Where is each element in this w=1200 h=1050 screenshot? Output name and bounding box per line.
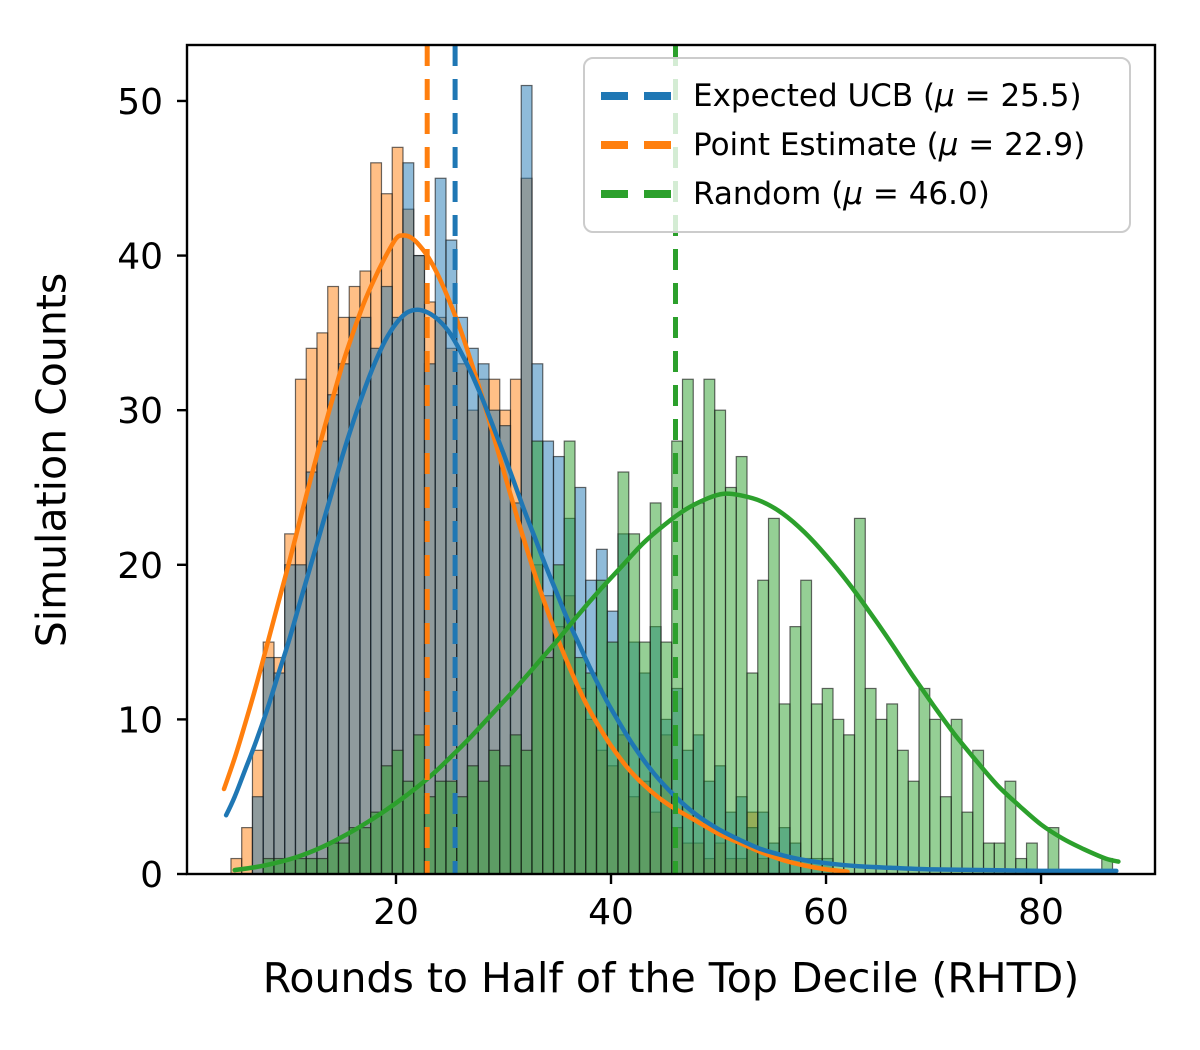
bar-random <box>391 749 404 875</box>
bar-random <box>918 687 931 875</box>
bar-random <box>810 703 823 875</box>
legend-label-expected_ucb: Expected UCB (μ = 25.5) <box>693 77 1082 114</box>
bar-random <box>649 502 662 875</box>
x-tick-label: 60 <box>803 892 849 933</box>
x-tick-label: 40 <box>588 892 634 933</box>
legend-dash-sample-random <box>601 190 677 199</box>
y-axis-title: Simulation Counts <box>27 272 76 648</box>
bar-random <box>735 455 748 875</box>
bar-random <box>316 857 329 875</box>
bar-random <box>488 749 501 875</box>
bar-random <box>853 517 866 875</box>
legend-dash-sample-expected_ucb <box>601 91 677 100</box>
bar-random <box>413 734 426 875</box>
bar-random <box>327 842 340 875</box>
bar-expected_ucb <box>251 796 264 875</box>
legend-item-point_estimate: Point Estimate (μ = 22.9) <box>601 127 1107 163</box>
bar-random <box>466 765 479 875</box>
y-tick-label: 50 <box>117 82 163 123</box>
bar-random <box>628 533 641 875</box>
bar-expected_ucb <box>327 394 340 875</box>
bar-random <box>864 687 877 875</box>
bar-random <box>509 734 522 875</box>
bar-random <box>456 796 469 875</box>
legend-item-expected_ucb: Expected UCB (μ = 25.5) <box>601 78 1107 114</box>
bar-random <box>907 780 920 875</box>
x-axis-title: Rounds to Half of the Top Decile (RHTD) <box>262 954 1080 1002</box>
y-tick-label: 10 <box>117 700 163 741</box>
bar-random <box>294 857 307 875</box>
bar-random <box>617 471 630 875</box>
bar-random <box>499 765 512 875</box>
x-tick-label: 20 <box>373 892 419 933</box>
bar-expected_ucb <box>284 564 297 875</box>
bar-random <box>681 378 694 875</box>
bar-random <box>520 749 533 875</box>
legend: Expected UCB (μ = 25.5) Point Estimate (μ… <box>583 57 1131 233</box>
bar-random <box>961 811 974 875</box>
y-tick-label: 0 <box>140 855 163 896</box>
bar-random <box>929 718 942 875</box>
kde-curve-expected_ucb <box>223 307 1119 874</box>
y-tick-label: 30 <box>117 391 163 432</box>
bar-random <box>305 857 318 875</box>
y-tick-label: 40 <box>117 237 163 278</box>
bar-expected_ucb <box>273 672 286 875</box>
legend-dash-sample-point_estimate <box>601 140 677 149</box>
bar-expected_ucb <box>370 347 383 875</box>
bar-random <box>660 641 673 875</box>
bar-random <box>875 718 888 875</box>
bar-expected_ucb <box>305 471 318 875</box>
legend-item-random: Random (μ = 46.0) <box>601 176 1107 212</box>
bar-random <box>789 626 802 875</box>
bar-random <box>757 579 770 875</box>
bar-random <box>380 765 393 875</box>
bar-random <box>821 687 834 875</box>
bar-random <box>606 641 619 875</box>
bar-expected_ucb <box>402 162 415 875</box>
bar-random <box>359 827 372 875</box>
y-tick-label: 20 <box>117 546 163 587</box>
bar-random <box>434 780 447 875</box>
bar-random <box>714 409 727 875</box>
bar-expected_ucb <box>456 316 469 875</box>
bar-random <box>778 703 791 875</box>
legend-label-random: Random (μ = 46.0) <box>693 176 990 213</box>
bar-random <box>542 656 555 875</box>
bar-random <box>939 796 952 875</box>
bar-random <box>337 842 350 875</box>
plot-border <box>185 43 1157 876</box>
kde-curve-random <box>232 491 1121 873</box>
legend-label-point_estimate: Point Estimate (μ = 22.9) <box>693 126 1086 163</box>
bar-random <box>724 486 737 875</box>
bar-random <box>703 378 716 875</box>
bar-random <box>477 780 490 875</box>
bar-random <box>886 703 899 875</box>
bar-random <box>767 517 780 875</box>
bar-random <box>832 718 845 875</box>
x-tick-label: 80 <box>1018 892 1064 933</box>
bar-random <box>800 579 813 875</box>
bar-random <box>843 734 856 875</box>
bar-random <box>896 749 909 875</box>
